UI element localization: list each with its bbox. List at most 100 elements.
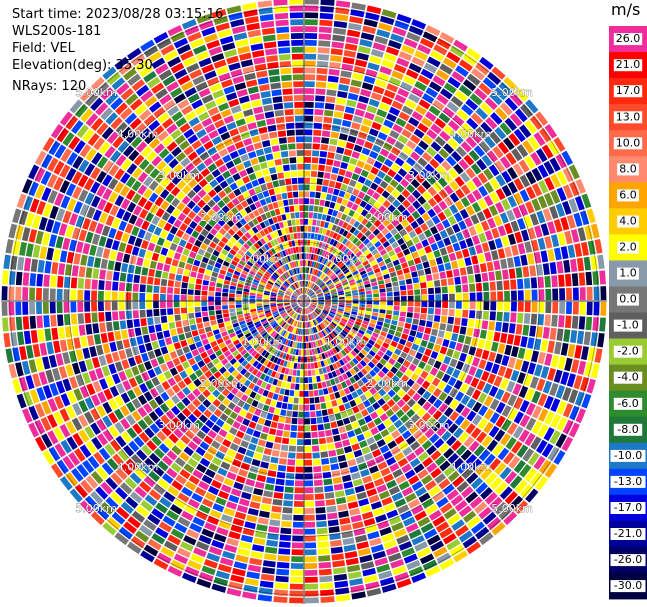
- velocity-gate: [427, 357, 436, 366]
- velocity-gate: [246, 571, 260, 580]
- velocity-gate: [372, 263, 379, 270]
- velocity-gate: [427, 208, 437, 218]
- velocity-gate: [432, 321, 440, 330]
- velocity-gate: [351, 472, 361, 480]
- velocity-gate: [410, 220, 419, 230]
- velocity-gate: [245, 318, 252, 323]
- velocity-gate: [286, 129, 295, 136]
- velocity-gate: [253, 537, 266, 546]
- velocity-gate: [59, 111, 73, 126]
- velocity-gate: [387, 301, 393, 306]
- velocity-gate: [311, 261, 315, 268]
- velocity-gate: [202, 194, 212, 203]
- velocity-gate: [300, 370, 304, 377]
- velocity-gate: [166, 450, 178, 461]
- velocity-gate: [143, 114, 156, 127]
- velocity-gate: [312, 276, 317, 283]
- velocity-gate: [430, 141, 442, 152]
- velocity-gate: [498, 82, 513, 96]
- velocity-gate: [65, 115, 79, 130]
- velocity-gate: [74, 484, 89, 499]
- velocity-gate: [343, 445, 353, 454]
- velocity-gate: [381, 366, 389, 375]
- velocity-gate: [143, 200, 154, 211]
- velocity-gate: [417, 346, 426, 354]
- velocity-gate: [395, 184, 405, 193]
- velocity-gate: [313, 129, 322, 136]
- velocity-gate: [307, 335, 311, 342]
- velocity-gate: [380, 125, 391, 135]
- velocity-gate: [480, 487, 493, 500]
- velocity-gate: [304, 232, 308, 239]
- velocity-gate: [323, 277, 330, 283]
- velocity-gate: [284, 227, 290, 234]
- velocity-gate: [535, 148, 548, 163]
- velocity-gate: [308, 328, 311, 335]
- velocity-gate: [90, 117, 104, 131]
- velocity-gate: [153, 285, 160, 293]
- velocity-gate: [400, 243, 408, 251]
- velocity-gate: [365, 307, 372, 312]
- velocity-gate: [428, 81, 442, 93]
- velocity-gate: [326, 505, 337, 513]
- velocity-gate: [378, 313, 385, 318]
- velocity-gate: [392, 468, 404, 479]
- velocity-gate: [299, 296, 304, 301]
- velocity-gate: [262, 426, 270, 434]
- velocity-gate: [289, 255, 294, 262]
- velocity-gate: [304, 370, 308, 377]
- velocity-gate: [276, 350, 282, 357]
- velocity-gate: [336, 419, 344, 427]
- velocity-gate: [359, 270, 367, 276]
- velocity-gate: [306, 307, 310, 314]
- velocity-gate: [124, 112, 138, 125]
- velocity-gate: [42, 356, 51, 370]
- velocity-gate: [563, 329, 571, 343]
- velocity-gate: [207, 199, 216, 208]
- velocity-gate: [176, 401, 186, 411]
- velocity-gate: [256, 301, 263, 304]
- velocity-gate: [334, 104, 345, 112]
- velocity-gate: [10, 255, 18, 270]
- velocity-gate: [318, 561, 332, 569]
- velocity-gate: [539, 459, 552, 474]
- velocity-gate: [464, 217, 474, 228]
- velocity-gate: [356, 363, 364, 370]
- velocity-gate: [294, 101, 304, 108]
- velocity-gate: [209, 353, 217, 361]
- velocity-gate: [167, 534, 182, 546]
- velocity-gate: [318, 437, 327, 445]
- velocity-gate: [118, 526, 133, 540]
- velocity-gate: [425, 504, 439, 515]
- velocity-gate: [304, 298, 310, 301]
- velocity-gate: [327, 315, 334, 320]
- velocity-gate: [458, 530, 473, 543]
- velocity-gate: [336, 313, 342, 318]
- velocity-gate: [282, 430, 290, 438]
- velocity-gate: [309, 292, 315, 297]
- velocity-gate: [311, 438, 319, 445]
- velocity-gate: [341, 279, 348, 284]
- velocity-gate: [304, 576, 318, 583]
- velocity-gate: [366, 587, 382, 597]
- velocity-gate: [277, 172, 285, 180]
- velocity-gate: [172, 236, 181, 245]
- velocity-gate: [297, 274, 300, 281]
- velocity-gate: [336, 196, 343, 204]
- velocity-gate: [304, 501, 315, 507]
- velocity-gate: [335, 315, 342, 320]
- velocity-gate: [201, 528, 215, 539]
- velocity-gate: [204, 343, 212, 351]
- velocity-gate: [258, 327, 265, 333]
- velocity-gate: [292, 411, 298, 418]
- velocity-gate: [374, 35, 389, 45]
- velocity-gate: [410, 372, 419, 382]
- velocity-gate: [348, 571, 362, 580]
- velocity-gate: [218, 428, 228, 438]
- velocity-gate: [143, 403, 153, 414]
- velocity-gate: [221, 214, 230, 223]
- velocity-gate: [317, 305, 324, 309]
- velocity-gate: [49, 205, 59, 220]
- velocity-gate: [236, 287, 243, 292]
- velocity-gate: [215, 291, 222, 297]
